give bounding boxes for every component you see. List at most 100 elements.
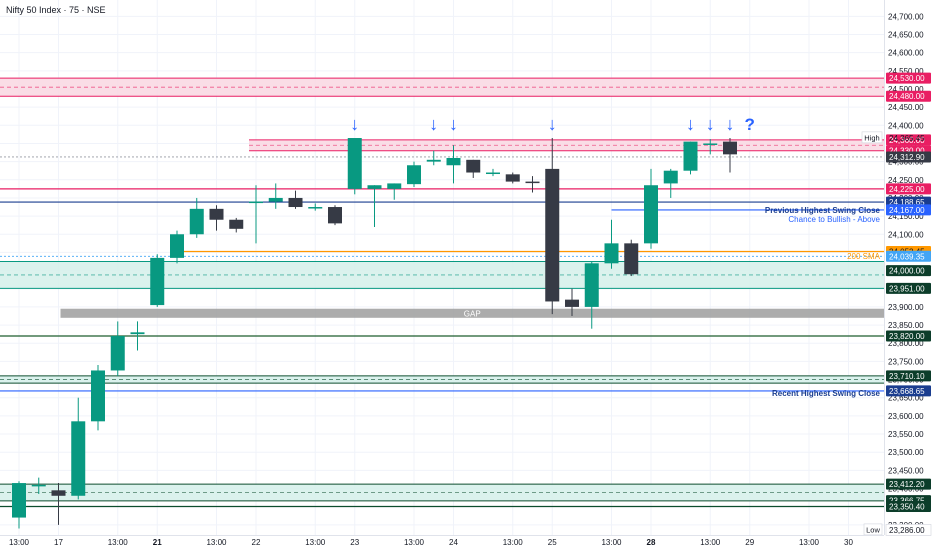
price-tag-box <box>886 90 931 102</box>
price-tick-label: 23,800.00 <box>888 339 924 348</box>
candle-body[interactable] <box>604 243 619 264</box>
candle-body[interactable] <box>446 157 461 166</box>
price-tag-label: 23,350.40 <box>889 503 925 512</box>
price-tick-label: 24,450.00 <box>888 103 924 112</box>
candle-body[interactable] <box>91 370 105 422</box>
price-tick-label: 23,600.00 <box>888 412 924 421</box>
candle-body[interactable] <box>170 234 184 258</box>
low-tag-box <box>863 523 883 536</box>
down-arrow-marker: ↓ <box>706 114 715 134</box>
price-tag-label: 23,951.00 <box>889 284 925 293</box>
candle-body[interactable] <box>683 141 698 171</box>
low-value-box <box>885 524 932 536</box>
candle-body[interactable] <box>644 185 658 244</box>
candle-body[interactable] <box>209 208 224 220</box>
price-tick-label: 24,250.00 <box>888 176 924 185</box>
time-tick-label: 13:00 <box>305 538 326 547</box>
high-tag-label: High <box>864 133 879 142</box>
time-tick-label: 29 <box>745 538 754 547</box>
price-tag-box <box>886 265 931 277</box>
price-tag-box <box>886 330 931 342</box>
candle-body[interactable] <box>189 208 204 235</box>
price-tag-label: 23,820.00 <box>889 332 925 341</box>
chart-annotation: Previous Highest Swing Close <box>765 206 881 215</box>
candle-body[interactable] <box>545 168 560 302</box>
price-tag-box <box>886 72 931 84</box>
candle-body[interactable] <box>249 201 263 204</box>
price-tick-label: 24,650.00 <box>888 31 924 40</box>
price-tick-label: 23,500.00 <box>888 448 924 457</box>
time-tick-label: 13:00 <box>601 538 622 547</box>
candle-body[interactable] <box>505 174 520 182</box>
time-tick-label: 13:00 <box>700 538 721 547</box>
price-tick-label: 23,550.00 <box>888 430 924 439</box>
question-mark-marker: ? <box>745 115 755 134</box>
down-arrow-marker: ↓ <box>686 114 695 134</box>
price-tag-box <box>886 183 931 195</box>
price-tag-box <box>886 134 931 146</box>
candle-body[interactable] <box>723 141 737 155</box>
price-tick-label: 24,400.00 <box>888 121 924 130</box>
price-tag-box <box>886 204 931 216</box>
candle-body[interactable] <box>565 299 579 307</box>
candle-body[interactable] <box>486 172 500 175</box>
down-arrow-marker: ↓ <box>449 114 458 134</box>
price-tag-label: 24,000.00 <box>889 267 925 276</box>
candle-body[interactable] <box>387 183 402 189</box>
down-arrow-marker: ↓ <box>548 114 557 134</box>
candle-body[interactable] <box>703 143 718 145</box>
candle-body[interactable] <box>525 181 540 184</box>
candle-body[interactable] <box>663 170 678 184</box>
candle-body[interactable] <box>12 483 26 518</box>
candle-body[interactable] <box>466 159 481 173</box>
candle-body[interactable] <box>584 263 599 307</box>
price-tick-label: 23,900.00 <box>888 303 924 312</box>
price-tick-label: 23,650.00 <box>888 394 924 403</box>
chart-annotation: 200 SMA <box>847 252 881 261</box>
price-tag-box <box>886 370 931 382</box>
time-tick-label: 28 <box>647 538 656 547</box>
candle-body[interactable] <box>31 484 46 487</box>
price-tick-label: 23,450.00 <box>888 466 924 475</box>
price-tick-label: 23,850.00 <box>888 321 924 330</box>
down-arrow-marker: ↓ <box>726 114 735 134</box>
candle-body[interactable] <box>624 243 639 275</box>
time-tick-label: 23 <box>350 538 359 547</box>
candle-body[interactable] <box>110 335 125 371</box>
candle-body[interactable] <box>268 197 283 202</box>
candle-body[interactable] <box>130 332 145 335</box>
price-tag-box <box>886 151 931 163</box>
price-tag-box <box>886 385 931 397</box>
candle-body[interactable] <box>407 165 421 185</box>
candle-body[interactable] <box>71 421 86 496</box>
time-tick-label: 13:00 <box>799 538 820 547</box>
price-tick-label: 24,600.00 <box>888 49 924 58</box>
candle-body[interactable] <box>328 207 342 224</box>
time-tick-label: 25 <box>548 538 557 547</box>
price-tag-label: 24,360.00 <box>889 136 925 145</box>
time-tick-label: 13:00 <box>503 538 524 547</box>
price-tick-label: 24,150.00 <box>888 212 924 221</box>
candle-body[interactable] <box>229 219 244 229</box>
down-arrow-marker: ↓ <box>350 114 359 134</box>
candle-body[interactable] <box>150 257 165 306</box>
candle-body[interactable] <box>288 197 303 208</box>
candle-body[interactable] <box>308 207 323 209</box>
candle-body[interactable] <box>51 490 66 496</box>
time-tick-label: 13:00 <box>206 538 227 547</box>
price-tag-label: 24,225.00 <box>889 185 925 194</box>
price-tick-label: 23,750.00 <box>888 357 924 366</box>
price-tag-box <box>886 501 931 513</box>
price-tag-box <box>886 282 931 294</box>
time-tick-label: 24 <box>449 538 458 547</box>
price-tag-label: 24,039.35 <box>889 252 925 261</box>
candle-body[interactable] <box>347 138 362 189</box>
candle-body[interactable] <box>426 159 441 162</box>
candle-body[interactable] <box>367 185 382 189</box>
down-arrow-marker: ↓ <box>429 114 438 134</box>
price-tag-label: 24,312.90 <box>889 153 925 162</box>
price-tag-label: 24,330.00 <box>889 147 925 156</box>
time-tick-label: 13:00 <box>108 538 129 547</box>
